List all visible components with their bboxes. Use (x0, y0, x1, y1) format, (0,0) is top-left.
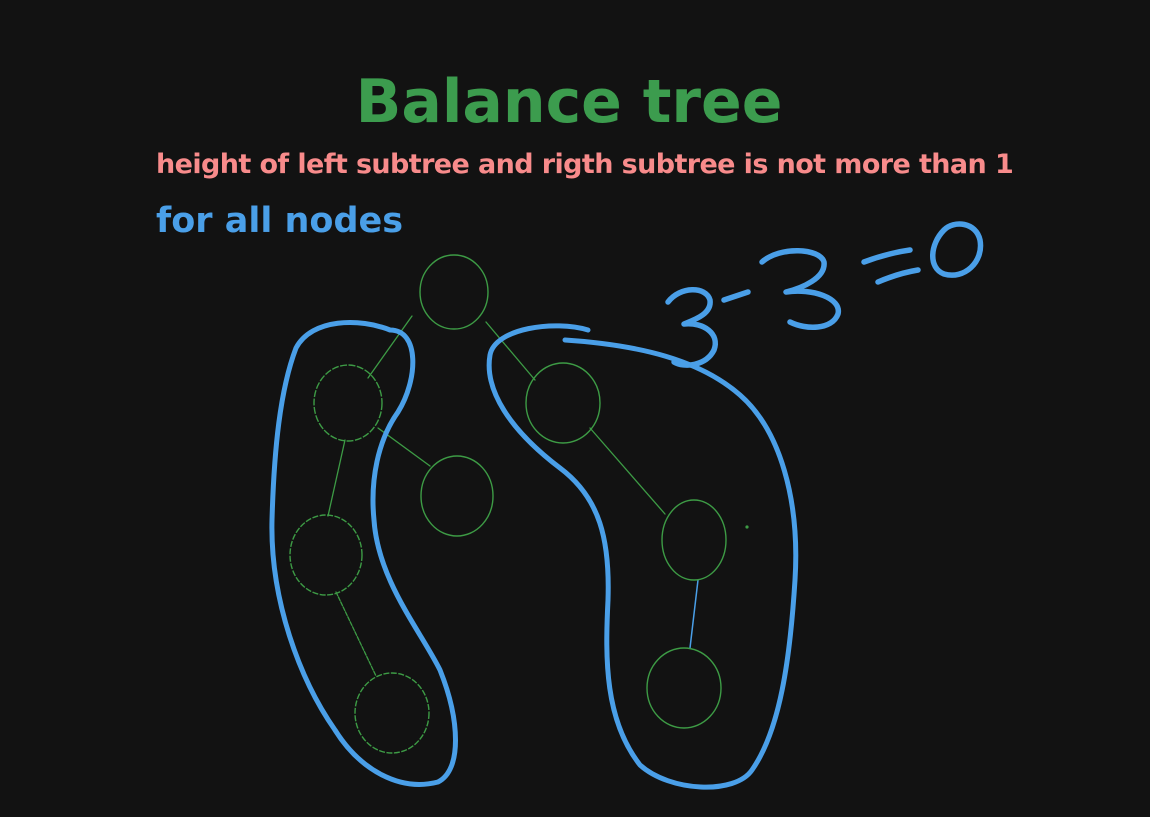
edge-root-right (485, 321, 536, 381)
edge-root-left (367, 315, 413, 379)
tree-node-root (419, 254, 489, 330)
stray-dot (745, 525, 749, 529)
left-subtree-outline (269, 320, 458, 787)
tree-node-left-left (289, 514, 363, 596)
diagram-title: Balance tree (355, 67, 783, 137)
tree-node-right-right-leaf (646, 647, 722, 729)
edge-leftleft-leaf (335, 591, 377, 677)
condition-note: for all nodes (156, 201, 404, 241)
right-subtree-outline (486, 323, 799, 790)
tree-node-left-right (420, 455, 494, 537)
tree-node-left (313, 364, 383, 442)
handwritten-equation (665, 221, 984, 368)
tree-node-right-right (661, 499, 727, 581)
edge-left-leftleft (327, 439, 346, 517)
tree-node-right (525, 362, 601, 444)
tree-node-left-left-leaf (354, 672, 430, 754)
definition-text: height of left subtree and rigth subtree… (156, 149, 1014, 180)
edge-rightright-leaf (689, 579, 699, 649)
edge-right-rightright (589, 427, 666, 515)
